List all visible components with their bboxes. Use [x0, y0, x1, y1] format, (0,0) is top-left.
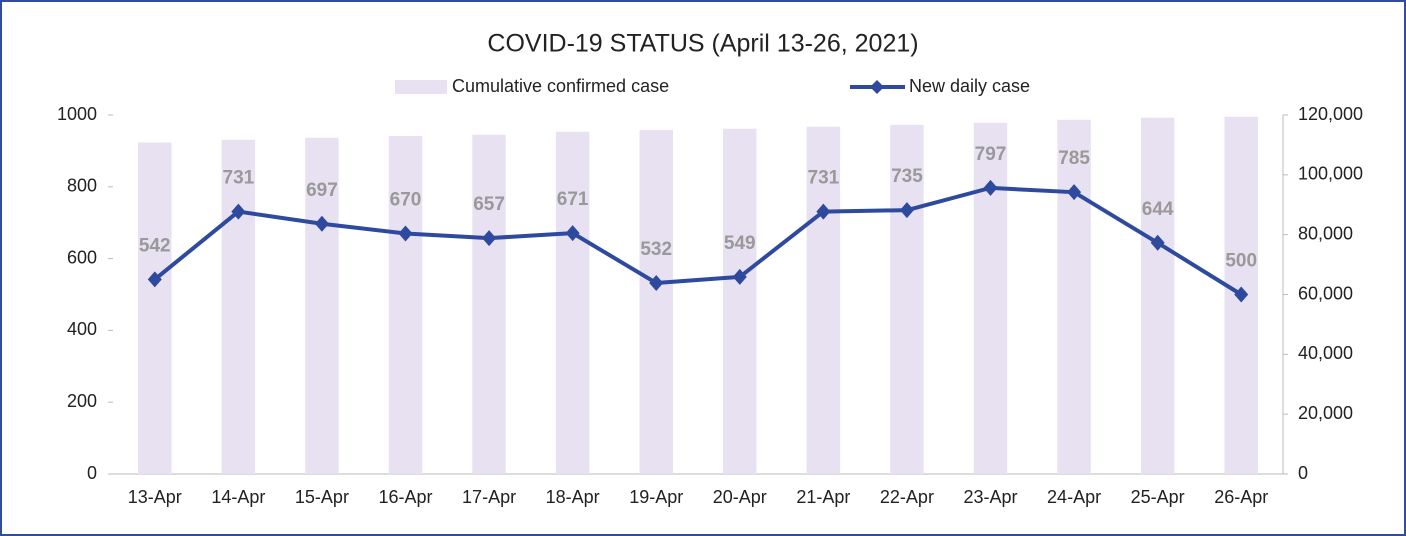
marker [398, 225, 413, 242]
y-tick-label: 800 [67, 176, 97, 196]
x-tick-label: 25-Apr [1131, 487, 1185, 507]
data-label: 532 [640, 239, 672, 260]
data-label: 797 [975, 144, 1007, 165]
marker [1150, 234, 1165, 251]
x-tick-label: 22-Apr [880, 487, 934, 507]
bar [305, 137, 339, 474]
chart-title: COVID-19 STATUS (April 13-26, 2021) [487, 30, 918, 58]
marker [1067, 184, 1082, 201]
y-tick-label: 1000 [57, 104, 97, 124]
marker [482, 230, 497, 247]
y-tick-label: 600 [67, 247, 97, 267]
marker [899, 202, 914, 219]
data-label: 542 [139, 235, 171, 256]
line [153, 185, 1243, 297]
legend-swatch [395, 80, 447, 94]
bar [639, 129, 673, 475]
y2-tick-label: 100,000 [1298, 164, 1363, 184]
legend-swatch [870, 80, 884, 94]
marker [565, 225, 580, 242]
x-tick-label: 23-Apr [963, 487, 1017, 507]
x-tick-label: 15-Apr [295, 487, 349, 507]
y2-tick-label: 60,000 [1298, 283, 1353, 303]
x-tick-label: 26-Apr [1214, 487, 1268, 507]
bar [806, 126, 841, 474]
data-label: 657 [473, 194, 505, 215]
data-label: 697 [306, 180, 338, 201]
data-label: 785 [1058, 148, 1090, 169]
data-label: 731 [223, 168, 255, 189]
x-tick-label: 16-Apr [378, 487, 432, 507]
bar [138, 142, 172, 475]
x-tick-label: 17-Apr [462, 487, 516, 507]
legend-label: New daily case [909, 76, 1030, 96]
x-tick-label: 14-Apr [211, 487, 265, 507]
y2-tick-label: 20,000 [1298, 403, 1353, 423]
data-label: 670 [390, 189, 422, 210]
data-label: 549 [724, 233, 756, 254]
data-label: 731 [808, 168, 840, 189]
marker [1234, 286, 1249, 303]
data-label: 735 [891, 166, 923, 187]
data-label: 671 [557, 189, 589, 210]
bar [1140, 117, 1175, 474]
y2-tick-label: 80,000 [1298, 223, 1353, 243]
y-tick-label: 200 [67, 391, 97, 411]
y2-tick-label: 0 [1298, 463, 1308, 483]
x-tick-label: 19-Apr [629, 487, 683, 507]
y-tick-label: 0 [87, 463, 97, 483]
marker [231, 203, 246, 220]
bar [221, 139, 256, 475]
bar [472, 134, 506, 474]
x-tick-label: 13-Apr [128, 487, 182, 507]
bar [1057, 119, 1091, 474]
bar [723, 128, 757, 475]
marker [983, 179, 998, 196]
marker [649, 275, 664, 292]
data-label: 500 [1225, 251, 1257, 272]
bar [973, 122, 1008, 475]
y2-tick-label: 40,000 [1298, 343, 1353, 363]
marker [816, 203, 831, 220]
x-tick-label: 20-Apr [713, 487, 767, 507]
y-tick-label: 400 [67, 319, 97, 339]
marker [314, 215, 329, 232]
marker [732, 268, 747, 285]
data-label: 644 [1142, 199, 1174, 220]
legend-label: Cumulative confirmed case [452, 76, 669, 96]
x-tick-label: 24-Apr [1047, 487, 1101, 507]
marker [147, 271, 162, 288]
bar [388, 135, 423, 475]
bar [890, 124, 924, 474]
bar [555, 131, 590, 474]
x-tick-label: 18-Apr [546, 487, 600, 507]
x-tick-label: 21-Apr [796, 487, 850, 507]
y2-tick-label: 120,000 [1298, 104, 1363, 124]
